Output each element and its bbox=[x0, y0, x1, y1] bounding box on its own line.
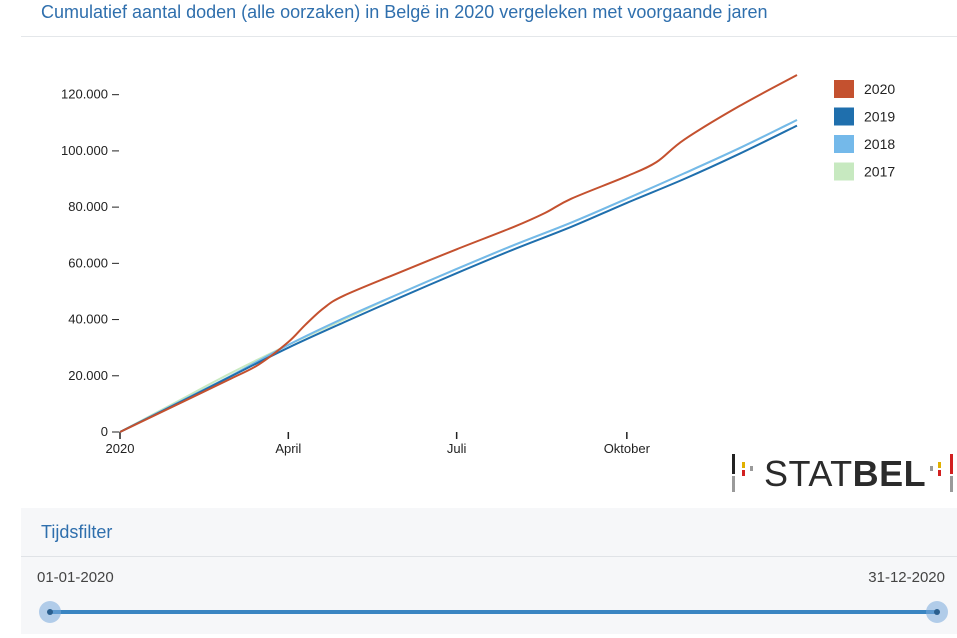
start-date-label: 01-01-2020 bbox=[37, 569, 114, 586]
statbel-logo: STATBEL bbox=[730, 452, 957, 496]
series-line-2018 bbox=[119, 119, 798, 433]
legend-swatch-2017[interactable] bbox=[834, 162, 854, 181]
legend-label-2020[interactable]: 2020 bbox=[864, 81, 895, 97]
slider-end-handle[interactable] bbox=[926, 601, 948, 623]
y-tick-label: 120.000 bbox=[61, 87, 108, 102]
y-tick-label: 60.000 bbox=[68, 255, 108, 270]
date-range-slider-track[interactable] bbox=[51, 610, 939, 614]
chart-legend[interactable]: 2020 2019 2018 2017 bbox=[834, 80, 895, 181]
y-tick-label: 0 bbox=[101, 424, 108, 439]
chart-lines bbox=[119, 74, 798, 433]
line-chart: 0 20.000 40.000 60.000 80.000 100.000 120.000 2… bbox=[61, 74, 895, 456]
series-line-2020 bbox=[119, 74, 798, 433]
y-tick-label: 40.000 bbox=[68, 312, 108, 327]
page-title: Cumulatief aantal doden (alle oorzaken) … bbox=[41, 2, 768, 22]
slider-start-handle[interactable] bbox=[39, 601, 61, 623]
title-divider bbox=[21, 36, 957, 37]
legend-label-2019[interactable]: 2019 bbox=[864, 109, 895, 125]
legend-swatch-2020[interactable] bbox=[834, 80, 854, 98]
y-tick-label: 100.000 bbox=[61, 143, 108, 158]
x-tick-label: 2020 bbox=[106, 441, 135, 456]
series-line-2017 bbox=[119, 119, 798, 433]
legend-swatch-2019[interactable] bbox=[834, 107, 854, 126]
x-tick-label: April bbox=[275, 441, 301, 456]
legend-label-2018[interactable]: 2018 bbox=[864, 136, 895, 152]
y-tick-label: 80.000 bbox=[68, 199, 108, 214]
chart-axes: 0 20.000 40.000 60.000 80.000 100.000 120.000 2… bbox=[61, 87, 651, 456]
y-tick-label: 20.000 bbox=[68, 368, 108, 383]
filter-title: Tijdsfilter bbox=[41, 522, 113, 542]
legend-swatch-2018[interactable] bbox=[834, 135, 854, 153]
series-line-2019 bbox=[119, 124, 798, 433]
filter-divider bbox=[21, 556, 957, 557]
legend-label-2017[interactable]: 2017 bbox=[864, 164, 895, 180]
time-filter-panel: Tijdsfilter 01-01-2020 31-12-2020 bbox=[21, 508, 957, 634]
x-tick-label: Juli bbox=[447, 441, 467, 456]
end-date-label: 31-12-2020 bbox=[868, 569, 945, 586]
x-tick-label: Oktober bbox=[604, 441, 651, 456]
logo-wordmark: STATBEL bbox=[764, 453, 927, 494]
